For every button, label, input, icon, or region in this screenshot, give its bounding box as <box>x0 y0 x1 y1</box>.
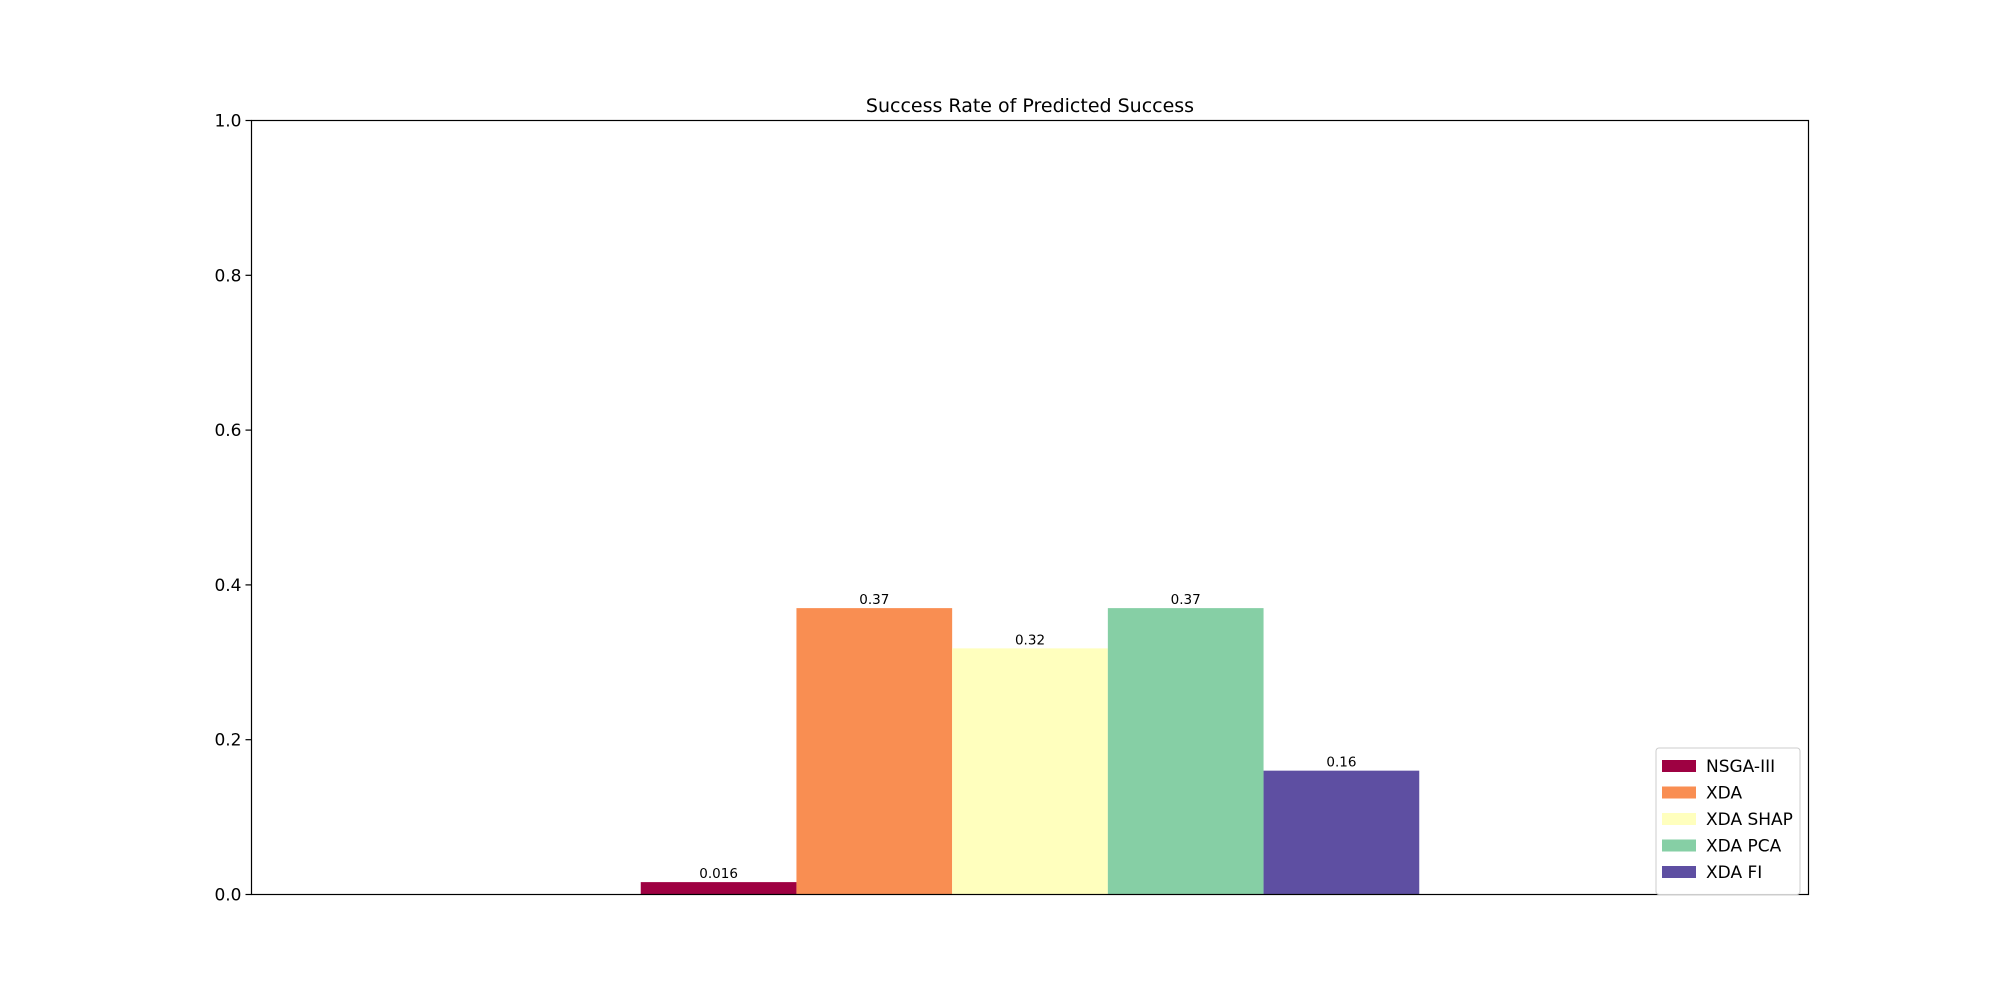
bar-xda-pca <box>1107 608 1264 895</box>
legend-box <box>1655 747 1801 895</box>
y-tick-label: 0.8 <box>214 266 241 286</box>
y-tick-label: 0.4 <box>214 576 241 596</box>
plot-frame <box>250 119 1810 896</box>
value-labels-layer: 0.016 0.37 0.32 0.37 0.16 <box>699 592 1356 882</box>
legend-label-nsga-iii: NSGA-III <box>1706 757 1775 777</box>
chart-title: Success Rate of Predicted Success <box>866 95 1194 117</box>
bar-xda <box>796 608 953 895</box>
y-tick-label: 0.6 <box>214 421 241 441</box>
y-axis: 0.0 0.2 0.4 0.6 0.8 1.0 <box>214 112 252 906</box>
data-label-xda: 0.37 <box>859 592 889 608</box>
legend: NSGA-III XDA XDA SHAP XDA PCA XDA FI <box>1655 747 1801 895</box>
y-tick-label: 0.2 <box>214 731 241 751</box>
legend-swatch-xda <box>1662 786 1696 799</box>
y-tick-label: 0.0 <box>214 886 241 906</box>
bar-xda-fi <box>1263 770 1420 895</box>
data-label-nsga-iii: 0.016 <box>699 866 738 882</box>
legend-label-xda-shap: XDA SHAP <box>1706 810 1793 830</box>
bar-nsga-iii <box>640 882 797 895</box>
bars-layer <box>640 608 1420 895</box>
data-label-xda-fi: 0.16 <box>1326 755 1356 771</box>
legend-label-xda-pca: XDA PCA <box>1706 837 1782 857</box>
data-label-xda-pca: 0.37 <box>1171 592 1201 608</box>
legend-swatch-xda-shap <box>1662 813 1696 825</box>
legend-label-xda-fi: XDA FI <box>1706 863 1762 883</box>
data-label-xda-shap: 0.32 <box>1015 632 1045 648</box>
bar-xda-shap <box>952 648 1108 895</box>
legend-swatch-xda-fi <box>1662 866 1696 878</box>
legend-swatch-nsga-iii <box>1662 760 1696 772</box>
y-tick-label: 1.0 <box>214 112 241 132</box>
legend-label-xda: XDA <box>1706 784 1742 804</box>
legend-swatch-xda-pca <box>1662 839 1696 852</box>
